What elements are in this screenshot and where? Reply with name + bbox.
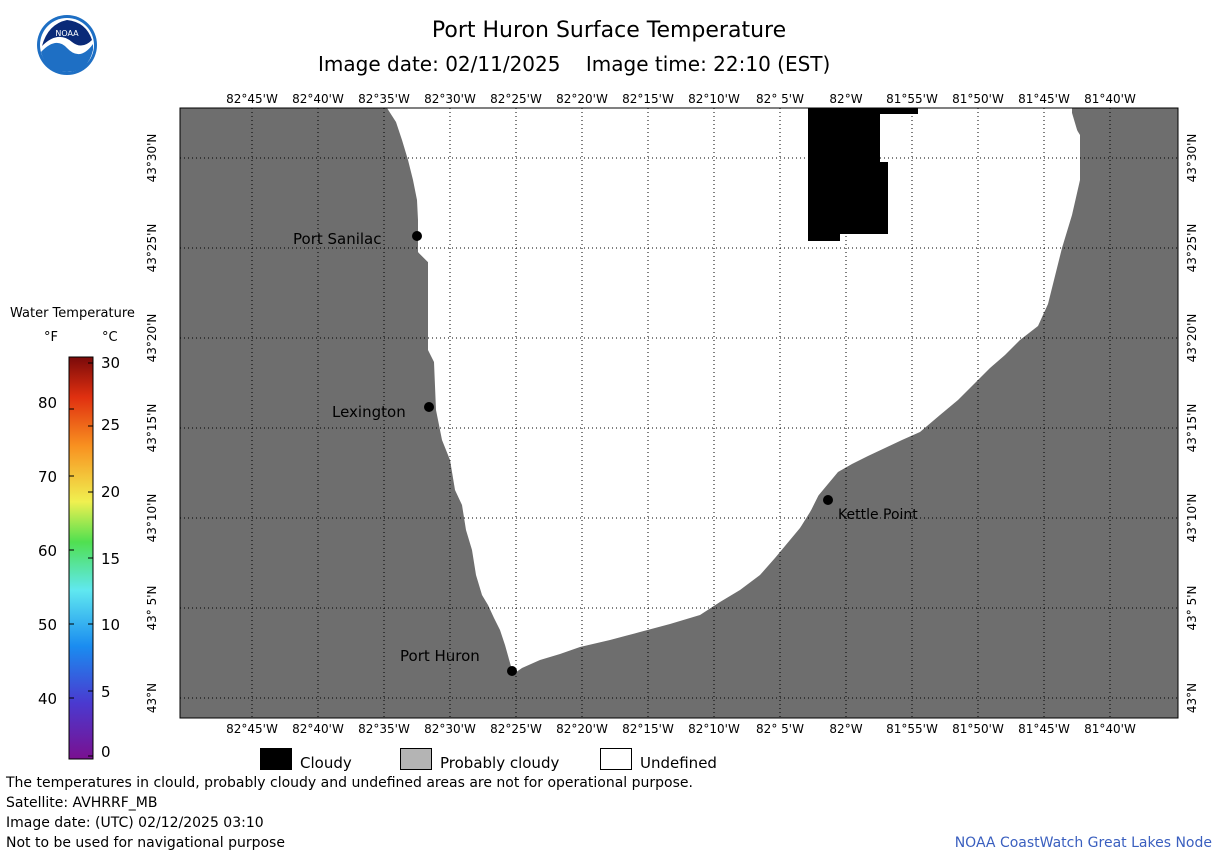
land-west-michigan [180, 108, 512, 718]
lat-label-right: 43°10'N [1185, 493, 1199, 543]
city-label-port-sanilac: Port Sanilac [293, 230, 382, 248]
legend-f-tick: 40 [38, 690, 58, 708]
lat-label-left: 43°20'N [145, 313, 159, 363]
legend-label-probably-cloudy: Probably cloudy [440, 754, 560, 772]
lon-label-top: 82°15'W [622, 92, 674, 106]
lon-label-top: 82°W [829, 92, 863, 106]
lat-label-right: 43°15'N [1185, 403, 1199, 453]
legend-f-tick: 50 [38, 616, 58, 634]
lat-label-left: 43°30'N [145, 133, 159, 183]
lat-label-left: 43°25'N [145, 223, 159, 273]
lexington-marker [424, 402, 434, 412]
lat-label-right: 43° 5'N [1185, 585, 1199, 631]
legend-c-tick: 25 [101, 416, 121, 434]
lon-label-bottom: 82°30'W [424, 722, 476, 736]
lon-label-top: 82°20'W [556, 92, 608, 106]
legend-swatch-probably-cloudy [400, 748, 432, 770]
legend-f-tick: 70 [38, 468, 58, 486]
lon-label-bottom: 81°50'W [952, 722, 1004, 736]
map-grid [180, 108, 1178, 718]
lon-label-top: 82°45'W [226, 92, 278, 106]
lat-label-right: 43°25'N [1185, 223, 1199, 273]
map-border [179, 107, 1179, 719]
legend-c-tick: 20 [101, 483, 121, 501]
lon-label-top: 82°35'W [358, 92, 410, 106]
legend-c-tick: 5 [101, 683, 111, 701]
lat-label-right: 43°30'N [1185, 133, 1199, 183]
footer-navigation-warning: Not to be used for navigational purpose [6, 835, 285, 851]
legend-f-tick: 80 [38, 394, 58, 412]
lon-label-bottom: 82°25'W [490, 722, 542, 736]
lon-label-bottom: 82°40'W [292, 722, 344, 736]
lon-label-bottom: 81°55'W [886, 722, 938, 736]
lon-label-top: 81°45'W [1018, 92, 1070, 106]
city-label-port-huron: Port Huron [400, 647, 480, 665]
noaa-logo: NOAA [37, 15, 97, 75]
coastline-west [387, 107, 516, 669]
lon-label-top: 82°10'W [688, 92, 740, 106]
lon-label-bottom: 82°45'W [226, 722, 278, 736]
lon-label-bottom: 82°35'W [358, 722, 410, 736]
lon-label-top: 82°25'W [490, 92, 542, 106]
lat-label-left: 43°10'N [145, 493, 159, 543]
footer-utc-date: Image date: (UTC) 02/12/2025 03:10 [6, 815, 264, 831]
legend-unit-f: °F [44, 330, 58, 345]
lon-label-top: 81°40'W [1084, 92, 1136, 106]
legend-swatch-undefined [600, 748, 632, 770]
legend-label-cloudy: Cloudy [300, 754, 352, 772]
coastline-east [513, 107, 1079, 670]
legend-swatch-cloudy [260, 748, 292, 770]
lon-label-top: 81°50'W [952, 92, 1004, 106]
legend-c-tick: 30 [101, 354, 121, 372]
map-title: Port Huron Surface Temperature [431, 18, 787, 43]
legend-c-tick: 15 [101, 550, 121, 568]
legend-c-tick: 0 [101, 743, 111, 761]
temperature-color-bar [68, 356, 94, 760]
lat-label-right: 43°N [1185, 682, 1199, 714]
lon-label-top: 82°40'W [292, 92, 344, 106]
city-label-lexington: Lexington [332, 403, 406, 421]
legend-c-tick: 10 [101, 616, 121, 634]
lat-label-left: 43°15'N [145, 403, 159, 453]
cloudy-area [808, 108, 918, 241]
footer-disclaimer: The temperatures in clould, probably clo… [6, 775, 693, 791]
lon-label-bottom: 81°45'W [1018, 722, 1070, 736]
kettle-point-marker [823, 495, 833, 505]
lat-label-left: 43°N [145, 682, 159, 714]
lon-label-bottom: 82° 5'W [756, 722, 804, 736]
lon-label-bottom: 82°10'W [688, 722, 740, 736]
image-date-time: Image date: 02/11/2025 Image time: 22:10… [318, 52, 831, 76]
port-huron-marker [507, 666, 517, 676]
footer-satellite: Satellite: AVHRRF_MB [6, 795, 158, 811]
legend-f-tick: 60 [38, 542, 58, 560]
city-label-kettle-point: Kettle Point [838, 507, 918, 523]
lon-label-bottom: 82°20'W [556, 722, 608, 736]
noaa-logo-text: NOAA [55, 29, 79, 38]
legend-unit-c: °C [102, 330, 118, 345]
legend-label-undefined: Undefined [640, 754, 717, 772]
land-east-ontario [512, 108, 1178, 718]
port-sanilac-marker [412, 231, 422, 241]
lon-label-top: 82° 5'W [756, 92, 804, 106]
legend-title: Water Temperature [10, 306, 135, 321]
lon-label-top: 81°55'W [886, 92, 938, 106]
lon-label-bottom: 82°15'W [622, 722, 674, 736]
lat-label-right: 43°20'N [1185, 313, 1199, 363]
lon-label-bottom: 81°40'W [1084, 722, 1136, 736]
lon-label-top: 82°30'W [424, 92, 476, 106]
lat-label-left: 43° 5'N [145, 585, 159, 631]
lon-label-bottom: 82°W [829, 722, 863, 736]
footer-credit: NOAA CoastWatch Great Lakes Node [954, 835, 1212, 851]
